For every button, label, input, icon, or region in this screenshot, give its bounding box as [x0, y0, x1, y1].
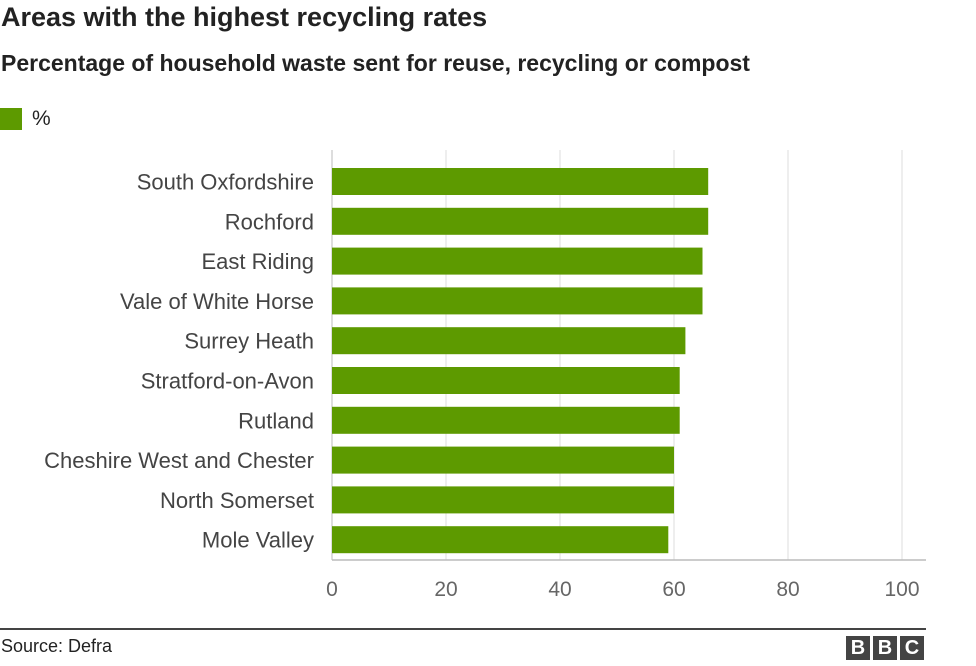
category-label: Cheshire West and Chester: [44, 448, 314, 473]
chart-title: Areas with the highest recycling rates: [1, 2, 488, 32]
category-label: Surrey Heath: [184, 329, 314, 354]
category-label: South Oxfordshire: [137, 170, 314, 195]
x-tick-label: 100: [884, 578, 919, 601]
x-tick-label: 20: [434, 578, 457, 601]
bar: [332, 327, 686, 355]
category-label: Vale of White Horse: [120, 289, 314, 314]
footer-divider: [0, 628, 926, 630]
category-label: Rochford: [225, 209, 314, 234]
x-tick-label: 60: [662, 578, 685, 601]
x-tick-label: 80: [776, 578, 799, 601]
bar: [332, 287, 703, 315]
category-label: East Riding: [201, 249, 314, 274]
category-label: Mole Valley: [202, 528, 314, 553]
bar-chart: 0 20 40 60 80 100 South Oxfordshire Rochford Eas…: [44, 150, 926, 601]
bbc-logo-letter: C: [900, 636, 924, 660]
bbc-logo-letter: B: [873, 636, 897, 660]
legend-label: %: [32, 107, 51, 130]
x-tick-label: 40: [548, 578, 571, 601]
bar: [332, 168, 709, 195]
category-label: Stratford-on-Avon: [141, 369, 314, 394]
bar: [332, 486, 674, 514]
bar: [332, 367, 680, 394]
bar: [332, 207, 709, 235]
chart-subtitle: Percentage of household waste sent for r…: [1, 50, 750, 76]
bbc-logo-letter: B: [846, 636, 870, 660]
category-label: Rutland: [238, 408, 314, 433]
source-note: Source: Defra: [1, 636, 113, 656]
legend-swatch: [0, 108, 22, 130]
x-tick-label: 0: [326, 578, 338, 601]
bar: [332, 446, 674, 474]
bar: [332, 406, 680, 434]
legend: %: [0, 106, 51, 132]
category-label: North Somerset: [160, 488, 314, 513]
bar: [332, 526, 669, 554]
bar: [332, 247, 703, 275]
bbc-logo: B B C: [846, 636, 924, 660]
